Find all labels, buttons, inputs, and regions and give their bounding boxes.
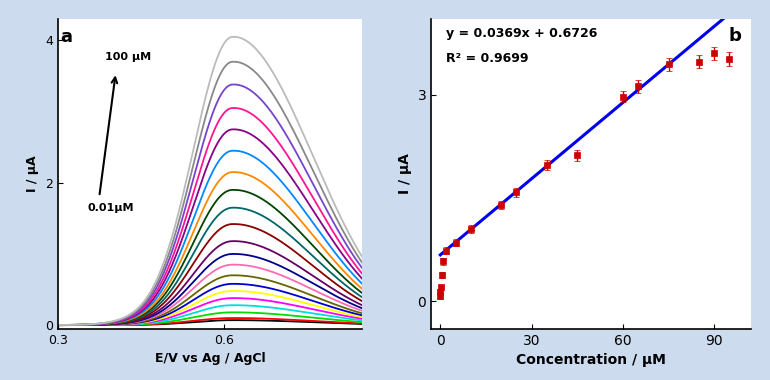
- Text: a: a: [61, 27, 72, 46]
- Y-axis label: I / μA: I / μA: [398, 154, 412, 194]
- X-axis label: E/V vs Ag / AgCl: E/V vs Ag / AgCl: [155, 352, 265, 365]
- Text: 0.01μM: 0.01μM: [87, 203, 133, 213]
- Text: b: b: [728, 27, 742, 45]
- Y-axis label: I / μA: I / μA: [26, 155, 39, 192]
- Text: 100 μM: 100 μM: [105, 52, 151, 62]
- X-axis label: Concentration / μM: Concentration / μM: [516, 353, 666, 367]
- Text: y = 0.0369x + 0.6726: y = 0.0369x + 0.6726: [447, 27, 598, 40]
- Text: R² = 0.9699: R² = 0.9699: [447, 52, 529, 65]
